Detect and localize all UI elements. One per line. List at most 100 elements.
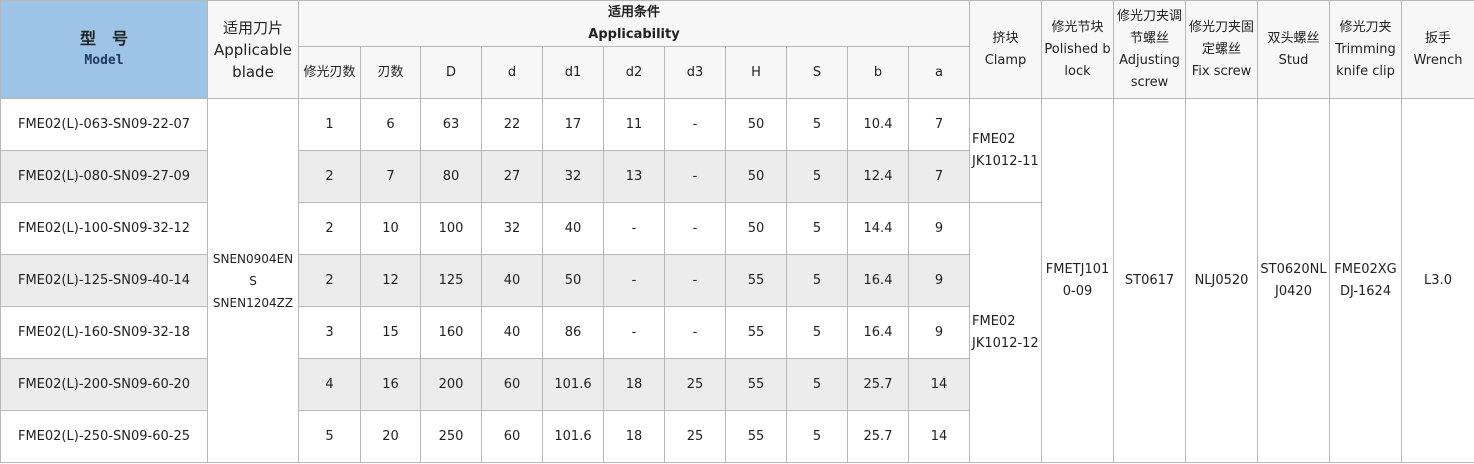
value-cell: - bbox=[603, 306, 665, 359]
value-cell: 25 bbox=[664, 410, 726, 463]
header-cell: d1 bbox=[542, 46, 604, 99]
header-en: Adjusting screw bbox=[1119, 52, 1180, 90]
value-cell: 16.4 bbox=[847, 306, 909, 359]
blade-line: SNEN0904ENS bbox=[212, 251, 294, 288]
value-cell: 14.4 bbox=[847, 202, 909, 255]
value-cell: - bbox=[664, 98, 726, 151]
value-cell: - bbox=[664, 150, 726, 203]
value-cell: 250 bbox=[420, 410, 482, 463]
value-cell: 32 bbox=[542, 150, 604, 203]
header-cell: a bbox=[907, 46, 971, 99]
value-cell: - bbox=[603, 254, 665, 307]
value-cell: - bbox=[664, 202, 726, 255]
value-cell: 2 bbox=[298, 254, 361, 307]
value-cell: 9 bbox=[907, 254, 971, 307]
value-cell: 22 bbox=[481, 98, 543, 151]
value-cell: 55 bbox=[725, 410, 787, 463]
value-cell: 25.7 bbox=[847, 358, 909, 411]
value-cell: 55 bbox=[725, 254, 787, 307]
value-cell: 20 bbox=[360, 410, 421, 463]
header-en: Clamp bbox=[984, 52, 1027, 68]
value-cell: 63 bbox=[420, 98, 482, 151]
model-cell: FME02(L)-080-SN09-27-09 bbox=[0, 150, 208, 203]
value-cell: 18 bbox=[603, 410, 665, 463]
value-cell: 50 bbox=[725, 202, 787, 255]
value-cell: 5 bbox=[786, 410, 848, 463]
value-cell: 15 bbox=[360, 306, 421, 359]
value-cell: - bbox=[603, 202, 665, 255]
value-cell: 9 bbox=[907, 306, 971, 359]
header-cell: H bbox=[725, 46, 787, 99]
value-cell: 25.7 bbox=[847, 410, 909, 463]
clamp-cell: FME02 JK1012-11 bbox=[969, 98, 1043, 203]
value-cell: 14 bbox=[907, 358, 971, 411]
value-cell: 11 bbox=[603, 98, 665, 151]
header-cell: d bbox=[481, 46, 543, 99]
header-cell: 修光刀夹固定螺丝 Fix screw bbox=[1185, 0, 1259, 99]
value-cell: 5 bbox=[786, 358, 848, 411]
header-cell: 型 号 Model bbox=[0, 0, 208, 99]
header-cell: 修光刀夹 Trimming knife clip bbox=[1329, 0, 1403, 99]
value-cell: 16 bbox=[360, 358, 421, 411]
header-cell: 适用条件 Applicability bbox=[297, 0, 971, 47]
table-row: 型 号 Model 适用刀片 Applicable blade 适用条件 Applicab… bbox=[0, 0, 1474, 99]
value-cell: 12.4 bbox=[847, 150, 909, 203]
value-cell: 125 bbox=[420, 254, 482, 307]
header-cell: S bbox=[786, 46, 848, 99]
value-cell: 40 bbox=[481, 306, 543, 359]
part-cell: FMETJ1010-09 bbox=[1041, 98, 1115, 463]
value-cell: 16.4 bbox=[847, 254, 909, 307]
value-cell: 60 bbox=[481, 410, 543, 463]
header-en: Applicable blade bbox=[214, 40, 292, 81]
part-cell: L3.0 bbox=[1401, 98, 1474, 463]
table-row: FME02(L)-100-SN09-32-12 2 10 100 32 40- -50 5 14… bbox=[0, 202, 1474, 463]
header-zh: 型 号 bbox=[79, 28, 128, 48]
header-zh: 双头螺丝 bbox=[1267, 30, 1320, 46]
value-cell: 55 bbox=[725, 306, 787, 359]
header-en: Polished block bbox=[1044, 41, 1111, 79]
value-cell: 5 bbox=[298, 410, 361, 463]
header-en: Stud bbox=[1278, 52, 1309, 68]
value-cell: 10.4 bbox=[847, 98, 909, 151]
part-cell: ST0620NLJ0420 bbox=[1257, 98, 1331, 463]
value-cell: 12 bbox=[360, 254, 421, 307]
value-cell: 101.6 bbox=[542, 410, 604, 463]
part-cell: ST0617 bbox=[1113, 98, 1187, 463]
table-row: FME02(L)-160-SN09-32-18 3 15 160 40 86- -55 5 16… bbox=[0, 306, 1474, 359]
header-cell: d2 bbox=[603, 46, 665, 99]
value-cell: 5 bbox=[786, 150, 848, 203]
value-cell: 6 bbox=[360, 98, 421, 151]
table-row: FME02(L)-200-SN09-60-20 4 16 200 60 101.6 18 25… bbox=[0, 358, 1474, 411]
value-cell: 160 bbox=[420, 306, 482, 359]
table-row: FME02(L)-125-SN09-40-14 2 12 125 40 50- -55 5 16… bbox=[0, 254, 1474, 307]
header-cell: 修光刃数 bbox=[298, 46, 361, 99]
value-cell: 17 bbox=[542, 98, 604, 151]
header-cell: d3 bbox=[664, 46, 726, 99]
header-zh: 适用刀片 bbox=[222, 18, 283, 37]
clamp-cell: FME02 JK1012-12 bbox=[969, 202, 1043, 463]
value-cell: 32 bbox=[481, 202, 543, 255]
value-cell: 13 bbox=[603, 150, 665, 203]
header-cell: D bbox=[420, 46, 482, 99]
value-cell: 40 bbox=[481, 254, 543, 307]
header-zh: 修光节块 bbox=[1051, 19, 1104, 35]
value-cell: 7 bbox=[907, 150, 971, 203]
value-cell: 3 bbox=[298, 306, 361, 359]
blade-line: SNEN1204ZZ bbox=[212, 295, 294, 310]
value-cell: 1 bbox=[298, 98, 361, 151]
model-cell: FME02(L)-125-SN09-40-14 bbox=[0, 254, 208, 307]
header-en: Trimming knife clip bbox=[1335, 41, 1396, 79]
header-en: Model bbox=[84, 52, 124, 68]
model-cell: FME02(L)-100-SN09-32-12 bbox=[0, 202, 208, 255]
value-cell: 14 bbox=[907, 410, 971, 463]
value-cell: 86 bbox=[542, 306, 604, 359]
value-cell: - bbox=[664, 306, 726, 359]
header-cell: b bbox=[847, 46, 909, 99]
value-cell: 18 bbox=[603, 358, 665, 411]
part-cell: FME02XGDJ-1624 bbox=[1329, 98, 1403, 463]
value-cell: 25 bbox=[664, 358, 726, 411]
